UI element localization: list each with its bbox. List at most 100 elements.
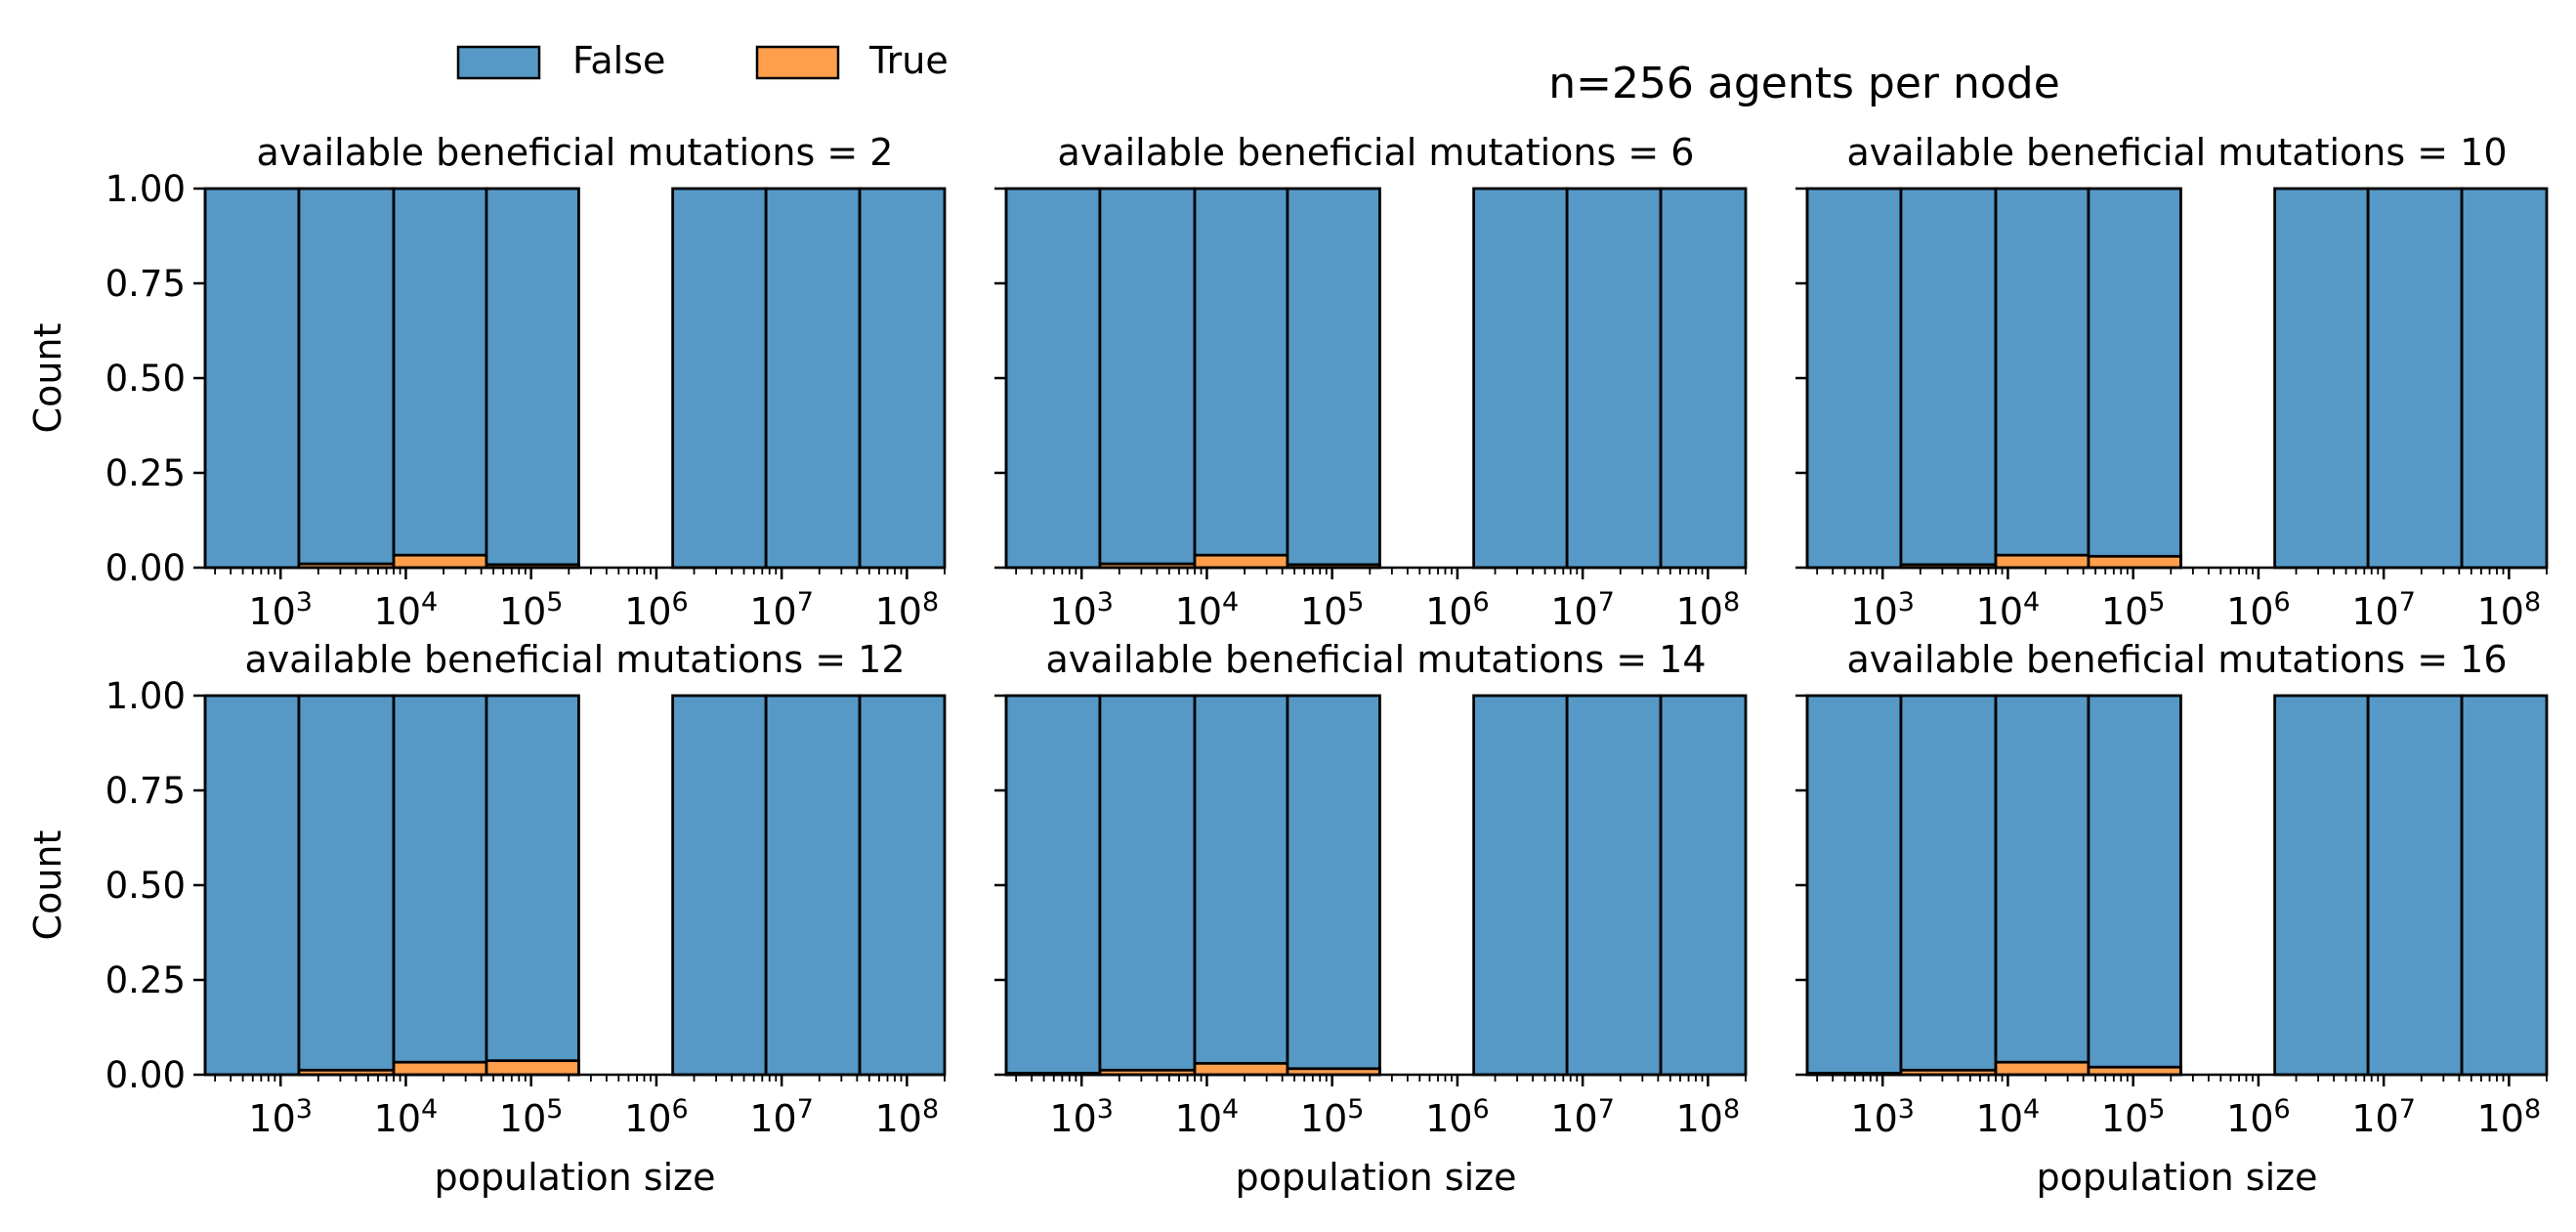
legend-swatch-true — [755, 45, 840, 80]
x-tick-label: 105 — [499, 587, 564, 633]
x-tick-label: 103 — [1850, 587, 1915, 633]
x-tick-label: 104 — [1976, 587, 2041, 633]
bar-true — [1193, 553, 1289, 570]
bar-false — [2087, 694, 2182, 1077]
x-tick-label: 107 — [749, 1094, 814, 1140]
panel-4: available beneficial mutations = 12 0.00 0… — [26, 638, 947, 1199]
bar-false — [2366, 187, 2464, 570]
bar-false — [1659, 187, 1748, 570]
x-tick-label: 105 — [499, 1094, 564, 1140]
x-tick-label: 106 — [1425, 587, 1490, 633]
bar-true — [2087, 554, 2182, 570]
y-tick-label: 0.50 — [106, 865, 186, 907]
x-tick-label: 107 — [2351, 1094, 2416, 1140]
bar-false — [1193, 187, 1289, 570]
y-tick-label: 0.00 — [106, 547, 186, 589]
bar-false — [1286, 694, 1381, 1077]
facet-panels: available beneficial mutations = 2 0.00 0.… — [26, 131, 2549, 1199]
x-tick-label: 107 — [1550, 1094, 1615, 1140]
x-tick-label: 103 — [248, 1094, 313, 1140]
y-axis-label: Count — [26, 830, 69, 941]
x-tick-label: 106 — [624, 1094, 689, 1140]
bar-false — [485, 187, 580, 570]
bar-false — [2460, 187, 2549, 570]
x-tick-label: 106 — [2226, 1094, 2291, 1140]
x-tick-label: 106 — [1425, 1094, 1490, 1140]
bar-false — [1472, 187, 1569, 570]
x-tick-label: 108 — [875, 1094, 940, 1140]
bar-false — [1004, 187, 1102, 570]
figure-suptitle: n=256 agents per node — [1548, 59, 2060, 108]
bar-false — [1899, 694, 1998, 1077]
y-tick-label: 0.75 — [106, 263, 186, 305]
x-tick-label: 104 — [374, 1094, 439, 1140]
x-tick-label: 106 — [624, 587, 689, 633]
bar-true — [485, 1059, 580, 1077]
bar-false — [1472, 694, 1569, 1077]
bar-false — [2460, 694, 2549, 1077]
bar-false — [1565, 694, 1663, 1077]
bar-false — [1805, 187, 1903, 570]
bar-false — [1098, 694, 1197, 1077]
bar-false — [671, 187, 768, 570]
x-axis-label: population size — [2037, 1156, 2318, 1199]
x-tick-label: 107 — [1550, 587, 1615, 633]
panel-title: available beneficial mutations = 12 — [244, 638, 905, 681]
legend-label-false: False — [572, 39, 665, 82]
y-tick-label: 0.75 — [106, 770, 186, 812]
x-tick-label: 105 — [1300, 1094, 1365, 1140]
x-axis-label: population size — [435, 1156, 716, 1199]
bar-false — [764, 187, 862, 570]
bar-false — [1286, 187, 1381, 570]
legend-swatch-false — [456, 45, 541, 80]
bar-false — [485, 694, 580, 1077]
x-tick-label: 104 — [1976, 1094, 2041, 1140]
y-tick-label: 1.00 — [106, 168, 186, 210]
panel-title: available beneficial mutations = 6 — [1058, 131, 1695, 174]
x-tick-label: 105 — [1300, 587, 1365, 633]
legend: False True — [456, 39, 949, 82]
y-tick-label: 0.25 — [106, 959, 186, 1001]
x-tick-label: 108 — [2477, 587, 2542, 633]
bar-false — [392, 187, 488, 570]
bar-false — [1193, 694, 1289, 1077]
x-tick-label: 103 — [1850, 1094, 1915, 1140]
bar-false — [764, 694, 862, 1077]
bar-false — [1994, 694, 2090, 1077]
bar-false — [1994, 187, 2090, 570]
x-tick-label: 104 — [1175, 1094, 1240, 1140]
bar-false — [2273, 694, 2370, 1077]
y-tick-label: 1.00 — [106, 675, 186, 717]
y-tick-label: 0.00 — [106, 1054, 186, 1096]
x-axis-label: population size — [1236, 1156, 1517, 1199]
bar-false — [297, 694, 396, 1077]
x-tick-label: 103 — [1049, 1094, 1114, 1140]
x-tick-label: 107 — [749, 587, 814, 633]
bar-true — [1994, 553, 2090, 570]
panel-title: available beneficial mutations = 14 — [1045, 638, 1706, 681]
panel-2: available beneficial mutations = 6 103 104… — [994, 131, 1748, 633]
panel-title: available beneficial mutations = 10 — [1846, 131, 2507, 174]
bar-true — [1193, 1061, 1289, 1077]
panel-1: available beneficial mutations = 2 0.00 0.… — [26, 131, 947, 633]
bar-true — [1994, 1060, 2090, 1077]
y-tick-label: 0.50 — [106, 358, 186, 400]
panel-6: available beneficial mutations = 16 103 10… — [1795, 638, 2549, 1199]
bar-false — [858, 187, 947, 570]
panel-5: available beneficial mutations = 14 103 10… — [994, 638, 1748, 1199]
legend-label-true: True — [868, 39, 949, 82]
bar-false — [1899, 187, 1998, 570]
panel-3: available beneficial mutations = 10 103 10… — [1795, 131, 2549, 633]
bar-false — [1805, 694, 1903, 1077]
x-tick-label: 107 — [2351, 587, 2416, 633]
bar-false — [203, 694, 301, 1077]
bar-true — [392, 1060, 488, 1077]
bar-false — [392, 694, 488, 1077]
x-tick-label: 108 — [1676, 1094, 1741, 1140]
bar-false — [1098, 187, 1197, 570]
bar-false — [2087, 187, 2182, 570]
x-tick-label: 105 — [2101, 1094, 2166, 1140]
bar-true — [392, 553, 488, 570]
bar-false — [1004, 694, 1102, 1077]
